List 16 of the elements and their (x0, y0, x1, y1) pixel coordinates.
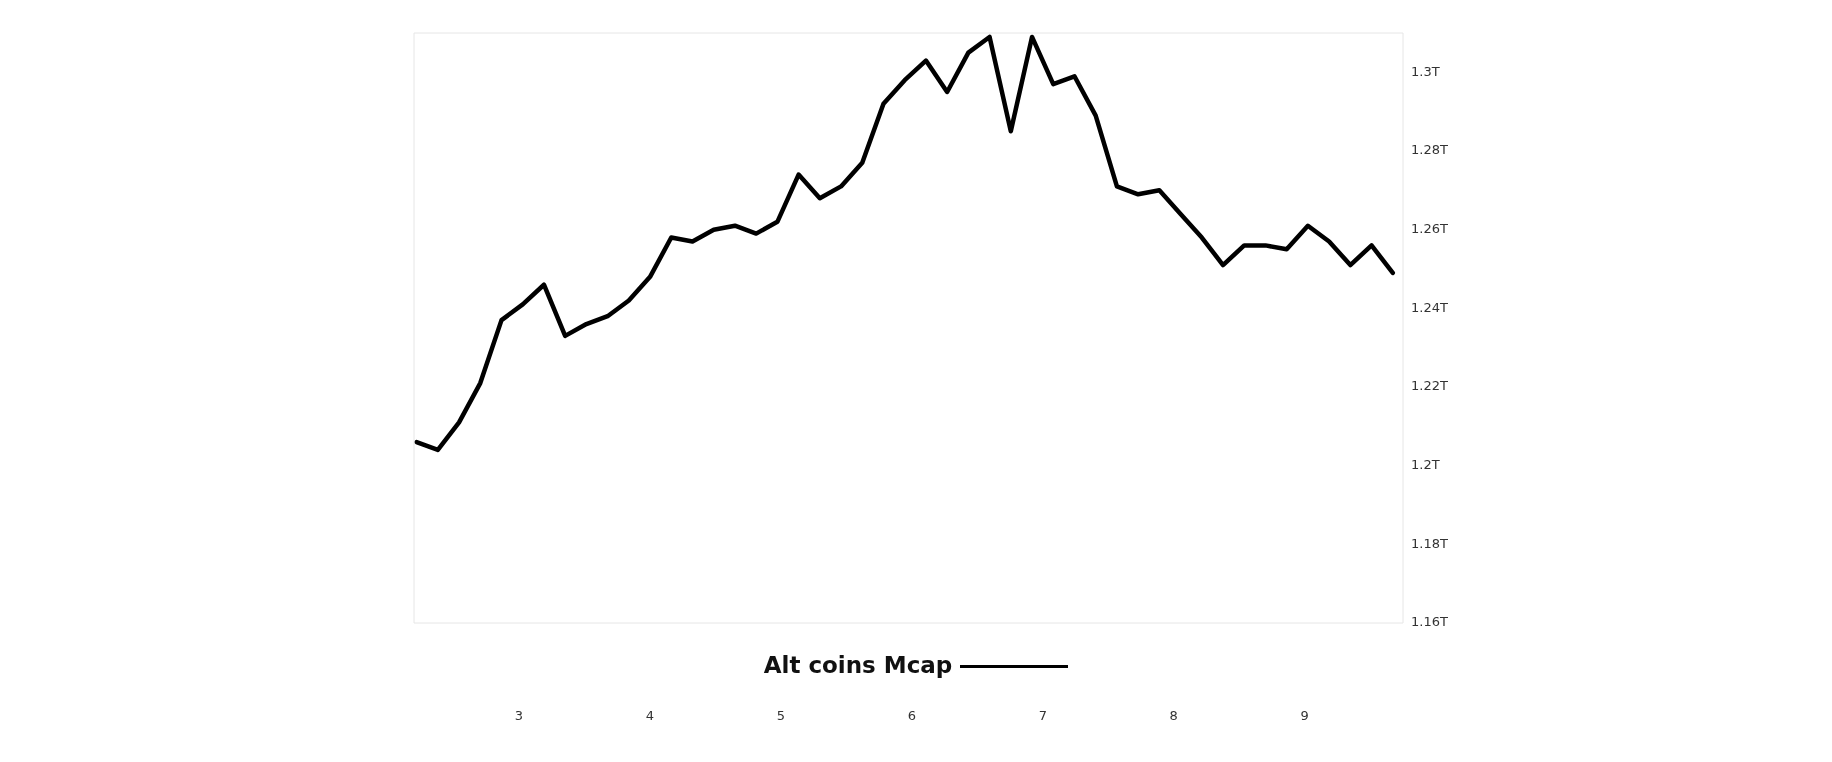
y-tick-label: 1.16T (1411, 614, 1448, 630)
legend-label: Alt coins Mcap (763, 652, 953, 678)
x-tick-label: 4 (645, 708, 654, 724)
y-tick-label: 1.28T (1411, 142, 1448, 158)
y-tick-label: 1.24T (1411, 299, 1448, 315)
y-tick-label: 1.3T (1411, 63, 1440, 79)
x-tick-label: 5 (776, 708, 785, 724)
y-tick-label: 1.22T (1411, 378, 1448, 394)
y-tick-label: 1.18T (1411, 535, 1448, 551)
y-tick-label: 1.2T (1411, 457, 1440, 473)
x-tick-label: 6 (907, 708, 916, 724)
y-tick-label: 1.26T (1411, 221, 1448, 237)
x-tick-label: 3 (514, 708, 523, 724)
x-tick-label: 9 (1300, 708, 1309, 724)
x-tick-label: 7 (1038, 708, 1047, 724)
x-tick-label: 8 (1169, 708, 1178, 724)
